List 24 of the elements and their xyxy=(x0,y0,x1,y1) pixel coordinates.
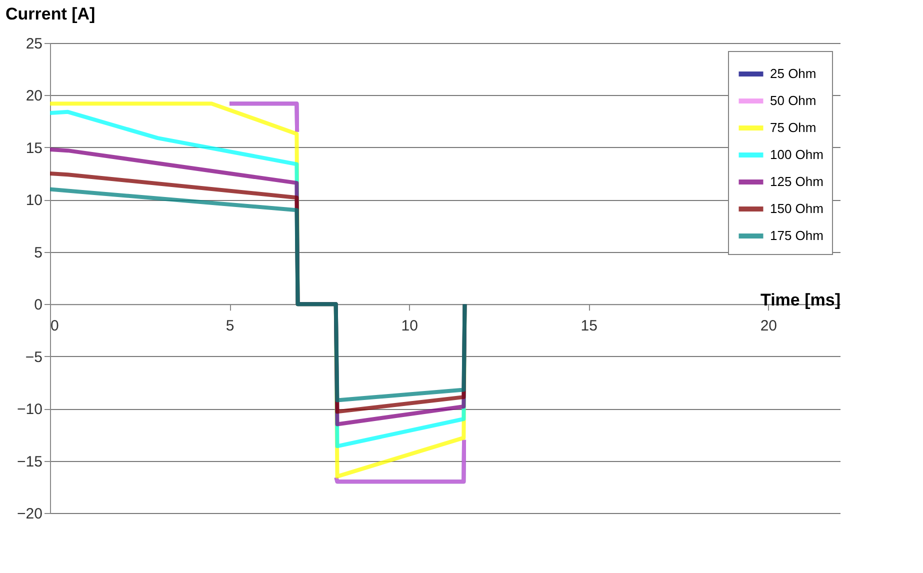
y-tick-label: −5 xyxy=(25,348,42,366)
legend-label: 75 Ohm xyxy=(770,120,816,135)
x-tick-label: 15 xyxy=(580,318,598,335)
y-tick-label: −20 xyxy=(17,506,42,522)
x-tick-label: 10 xyxy=(401,318,418,335)
y-tick-label: 25 xyxy=(26,36,42,52)
legend-label: 100 Ohm xyxy=(770,147,824,162)
legend-label: 150 Ohm xyxy=(770,201,824,216)
y-tick-label: −15 xyxy=(17,453,42,470)
y-tick-label: 20 xyxy=(26,88,42,105)
y-tick-label: 0 xyxy=(34,296,42,314)
legend-label: 125 Ohm xyxy=(770,174,824,189)
y-axis-title: Current [A] xyxy=(6,4,96,24)
y-tick-label: −10 xyxy=(17,401,42,418)
x-tick-label: 5 xyxy=(226,318,234,335)
x-tick-label: 0 xyxy=(50,318,59,335)
y-tick-label: 10 xyxy=(26,192,42,210)
legend-label: 175 Ohm xyxy=(770,228,824,243)
y-tick-label: 5 xyxy=(34,244,42,262)
x-axis-title: Time [ms] xyxy=(760,290,840,310)
y-tick-label: 15 xyxy=(26,140,42,157)
legend-label: 25 Ohm xyxy=(770,66,816,81)
legend-label: 50 Ohm xyxy=(770,93,816,108)
x-tick-label: 20 xyxy=(760,318,778,335)
